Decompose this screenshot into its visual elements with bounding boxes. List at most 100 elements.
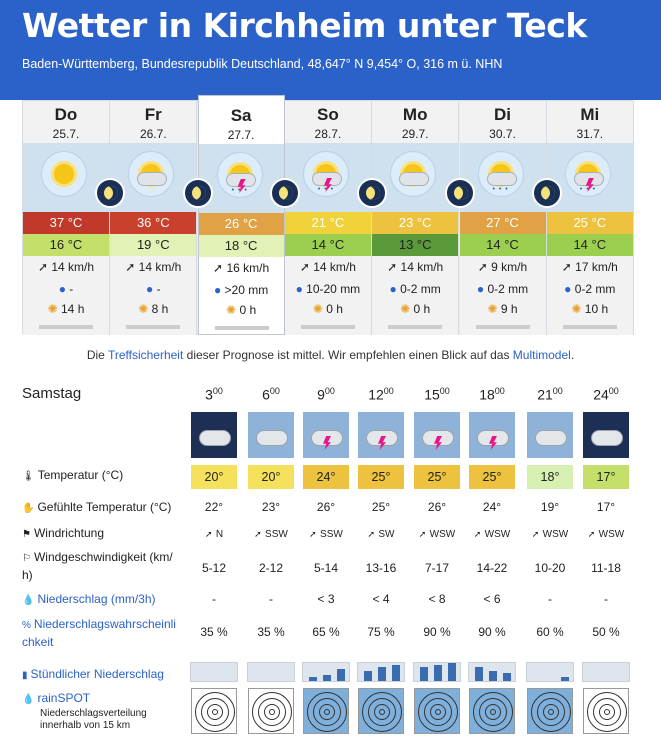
hour-header: 1200 bbox=[368, 386, 394, 403]
day-column-so[interactable]: So 28.7. • • • 21 °C 14 °C ➚ 14 km/h ● 10-20 m… bbox=[284, 101, 372, 335]
day-date: 29.7. bbox=[401, 127, 429, 141]
day-column-fr[interactable]: Fr 26.7. 36 °C 19 °C ➚ 14 km/h ● - ✺ 8 h bbox=[110, 101, 198, 335]
temperature-value: 18° bbox=[527, 465, 573, 489]
precipitation-probability-value: 90 % bbox=[478, 625, 506, 639]
drop-icon: ● bbox=[58, 282, 66, 296]
sun-icon: ✺ bbox=[487, 302, 498, 316]
day-name: Do bbox=[54, 105, 78, 124]
rainspot-ring bbox=[362, 692, 402, 732]
hour-weather-icon bbox=[583, 412, 629, 458]
precipitation-amount: ● 0-2 mm bbox=[564, 282, 616, 296]
day-sky bbox=[372, 143, 459, 212]
day-name: Fr bbox=[144, 105, 162, 124]
hour-weather-icon bbox=[303, 412, 349, 458]
rainspot-ring bbox=[593, 698, 621, 726]
drop-icon: ● bbox=[389, 282, 397, 296]
night-moon-icon bbox=[357, 178, 388, 208]
wind-direction-label: ⚑ Windrichtung bbox=[22, 526, 104, 540]
day-column-mo[interactable]: Mo 29.7. 23 °C 13 °C ➚ 14 km/h ● 0-2 mm ✺ 0 h bbox=[372, 101, 460, 335]
min-temperature: 13 °C bbox=[372, 234, 459, 256]
day-date: 30.7. bbox=[489, 127, 516, 141]
max-temperature: 25 °C bbox=[546, 212, 633, 234]
day-sky: • • • bbox=[198, 144, 284, 213]
weather-thunder-rain-icon: • • • bbox=[302, 151, 349, 197]
precipitation-value: < 6 bbox=[483, 592, 501, 606]
sun-icon: ✺ bbox=[312, 302, 323, 316]
precipitation-value: - bbox=[212, 592, 216, 606]
wind-direction-value: ➚ WSW bbox=[418, 529, 456, 540]
max-temperature: 27 °C bbox=[459, 212, 546, 234]
day-name: So bbox=[317, 105, 339, 124]
wind-direction-value: ➚ WSW bbox=[531, 529, 569, 540]
night-moon-icon bbox=[269, 178, 300, 208]
drop-icon: ● bbox=[476, 282, 485, 296]
weather-sun-rain-icon: • • • bbox=[477, 151, 524, 197]
day-column-sa[interactable]: Sa 27.7. • • • 26 °C 18 °C ➚ 16 km/h ● >20 mm ✺… bbox=[197, 95, 285, 335]
sun-icon: ✺ bbox=[226, 303, 237, 317]
day-column-di[interactable]: Di 30.7. • • • 27 °C 14 °C ➚ 9 km/h ● 0-2 mm ✺ … bbox=[459, 101, 547, 335]
day-column-mi[interactable]: Mi 31.7. • • • 25 °C 14 °C ➚ 17 km/h ● 0-2 mm ✺… bbox=[546, 101, 634, 335]
min-temperature: 19 °C bbox=[110, 234, 197, 256]
rainspot-ring bbox=[269, 709, 275, 715]
precipitation-probability-value: 75 % bbox=[367, 625, 395, 639]
rainspot-ring bbox=[473, 692, 513, 732]
rainspot-map bbox=[527, 688, 573, 734]
sunshine-bar bbox=[39, 325, 93, 329]
rainspot-ring bbox=[537, 698, 565, 726]
day-forecast-strip: Do 25.7. 37 °C 16 °C ➚ 14 km/h ● - ✺ 14 h Fr 26.… bbox=[22, 95, 634, 335]
rainspot-sublabel: Niederschlagsverteilung innerhalb von 15 … bbox=[40, 708, 147, 731]
rainspot-ring bbox=[379, 709, 385, 715]
hourly-precipitation-chart bbox=[582, 662, 630, 682]
accuracy-link[interactable]: Treffsicherheit bbox=[107, 348, 184, 362]
rainspot-ring bbox=[252, 692, 292, 732]
rainspot-label[interactable]: 💧 rainSPOT bbox=[22, 691, 91, 705]
wind-speed-value: 7-17 bbox=[424, 561, 450, 575]
precipitation-value: - bbox=[548, 592, 552, 606]
sun-icon: ✺ bbox=[138, 302, 149, 316]
night-moon-icon bbox=[95, 178, 126, 208]
rainspot-map bbox=[469, 688, 515, 734]
precipitation-value: - bbox=[604, 592, 608, 606]
precipitation-probability-value: 65 % bbox=[312, 625, 340, 639]
hour-header: 300 bbox=[205, 386, 223, 403]
hourly-precipitation-bar bbox=[448, 663, 456, 681]
hour-weather-icon bbox=[358, 412, 404, 458]
drop-icon: 💧 bbox=[22, 694, 35, 705]
drop-icon: ● bbox=[213, 283, 222, 297]
temperature-label: 🌡 Temperatur (°C) bbox=[22, 468, 124, 482]
precipitation-label[interactable]: 💧 Niederschlag (mm/3h) bbox=[22, 592, 156, 606]
hourly-precipitation-chart bbox=[302, 662, 350, 682]
night-moon-icon bbox=[182, 178, 213, 208]
wind-speed: ➚ 14 km/h bbox=[299, 260, 356, 274]
weather-thunder-icon: • • • bbox=[216, 152, 263, 198]
rainspot-ring bbox=[207, 704, 223, 720]
precipitation-probability-label[interactable]: % Niederschlagswahrscheinli chkeit bbox=[22, 617, 176, 649]
hourly-precipitation-label[interactable]: ▮ Stündlicher Niederschlag bbox=[22, 667, 164, 681]
wind-speed-value: 10-20 bbox=[534, 561, 566, 575]
drop-icon: 💧 bbox=[22, 595, 35, 606]
day-date: 25.7. bbox=[52, 127, 80, 141]
precipitation-amount: ● 0-2 mm bbox=[476, 282, 529, 296]
sun-icon: ✺ bbox=[400, 302, 411, 316]
sunshine-hours: ✺ 8 h bbox=[138, 302, 169, 316]
wind-arrow-icon: ➚ bbox=[37, 260, 49, 274]
multimodel-link[interactable]: Multimodel bbox=[512, 348, 571, 362]
day-column-do[interactable]: Do 25.7. 37 °C 16 °C ➚ 14 km/h ● - ✺ 14 h bbox=[23, 101, 110, 335]
hour-weather-icon bbox=[469, 412, 515, 458]
sunshine-bar bbox=[475, 325, 530, 329]
day-sky bbox=[23, 143, 109, 212]
wind-direction-value: ➚ WSW bbox=[587, 529, 625, 540]
rainspot-ring bbox=[435, 709, 441, 715]
precipitation-amount: ● >20 mm bbox=[213, 283, 269, 297]
rainspot-ring bbox=[324, 709, 330, 715]
rainspot-ring bbox=[604, 709, 610, 715]
hour-weather-icon bbox=[248, 412, 294, 458]
hourly-precipitation-bar bbox=[475, 667, 483, 681]
hourly-precipitation-chart bbox=[247, 662, 295, 682]
feel-temperature-value: 19° bbox=[540, 500, 560, 514]
max-temperature: 23 °C bbox=[372, 212, 459, 234]
hourly-precipitation-chart bbox=[190, 662, 238, 682]
hourly-precipitation-chart bbox=[413, 662, 461, 682]
wind-direction-value: ➚ WSW bbox=[473, 529, 511, 540]
hour-header: 600 bbox=[262, 386, 280, 403]
